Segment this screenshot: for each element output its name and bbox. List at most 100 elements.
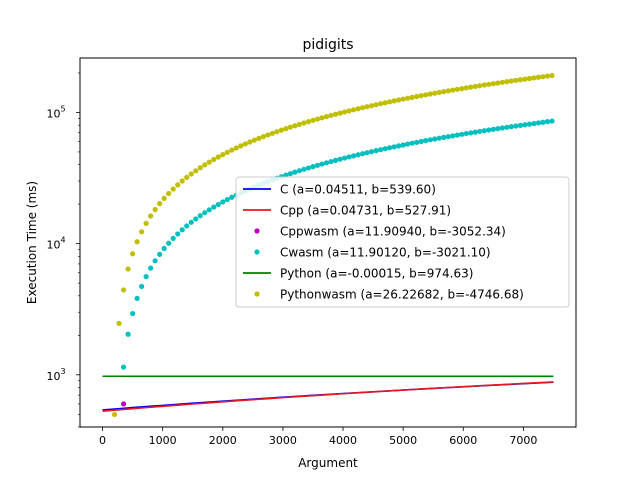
legend-swatch-point: [254, 291, 260, 297]
data-point-3-52: [355, 152, 361, 158]
data-point-2-0: [120, 401, 127, 407]
data-point-5-34: [265, 132, 271, 138]
data-point-3-37: [287, 171, 294, 177]
data-point-5-55: [359, 105, 366, 111]
data-point-5-60: [382, 100, 388, 106]
data-point-3-0: [120, 364, 127, 370]
data-point-3-16: [193, 216, 199, 222]
data-point-5-45: [314, 116, 321, 122]
data-point-5-80: [472, 83, 478, 90]
data-point-5-70: [427, 91, 433, 97]
data-point-3-49: [341, 155, 348, 161]
data-point-5-69: [423, 92, 429, 98]
data-point-5-48: [328, 112, 334, 119]
series-points-2: [120, 401, 127, 407]
data-point-3-65: [414, 139, 420, 145]
data-point-5-39: [287, 124, 294, 130]
data-point-3-50: [346, 154, 352, 160]
data-point-3-46: [328, 158, 334, 165]
data-point-3-56: [373, 148, 379, 154]
data-point-5-7: [143, 220, 149, 226]
data-point-5-47: [323, 114, 330, 120]
legend-swatch-point: [254, 228, 260, 234]
data-point-3-68: [427, 137, 433, 143]
data-point-5-40: [292, 123, 298, 129]
data-point-5-37: [278, 127, 285, 133]
data-point-3-77: [468, 130, 474, 136]
data-point-5-16: [184, 174, 190, 180]
data-point-5-46: [319, 115, 325, 121]
data-point-3-43: [314, 162, 321, 168]
data-point-3-84: [499, 125, 505, 131]
data-point-5-87: [504, 79, 510, 85]
data-point-3-6: [148, 265, 154, 271]
data-point-5-8: [148, 213, 154, 219]
data-point-3-19: [206, 207, 212, 213]
data-point-5-94: [535, 74, 542, 80]
data-point-3-14: [184, 223, 190, 229]
data-point-5-91: [522, 76, 528, 82]
series-points-5: [111, 72, 555, 418]
data-point-5-27: [233, 145, 239, 151]
data-point-5-19: [197, 165, 203, 171]
data-point-3-17: [197, 213, 203, 219]
data-point-3-36: [283, 172, 289, 178]
data-point-5-71: [432, 90, 438, 96]
data-point-5-75: [450, 87, 456, 93]
data-point-5-0: [111, 411, 118, 418]
data-point-3-44: [319, 161, 325, 167]
data-point-3-18: [202, 210, 208, 216]
y-tick-label: 105: [46, 104, 65, 120]
data-point-3-47: [332, 157, 339, 163]
data-point-3-71: [441, 134, 447, 140]
data-point-3-1: [125, 331, 131, 337]
data-point-5-76: [454, 86, 460, 92]
data-point-3-93: [540, 119, 546, 125]
data-point-5-4: [130, 251, 136, 257]
data-point-3-12: [175, 231, 181, 237]
data-point-3-45: [323, 160, 330, 166]
data-point-5-64: [400, 96, 406, 102]
data-point-5-50: [337, 110, 343, 116]
x-tick-label: 7000: [509, 434, 537, 447]
data-point-3-60: [391, 144, 397, 150]
data-point-5-15: [179, 178, 185, 184]
data-point-5-28: [238, 143, 244, 149]
data-point-3-72: [445, 134, 451, 140]
data-point-5-68: [418, 93, 424, 99]
data-point-3-53: [359, 151, 366, 157]
data-point-5-26: [229, 147, 235, 153]
x-tick-label: 3000: [269, 434, 297, 447]
data-point-5-42: [301, 120, 307, 126]
data-point-3-62: [400, 142, 406, 148]
data-point-5-65: [405, 95, 411, 101]
data-point-3-24: [229, 194, 235, 200]
data-point-5-22: [211, 156, 217, 163]
y-axis: 103 104 105: [46, 72, 80, 428]
data-point-3-76: [463, 130, 469, 137]
data-point-5-72: [436, 89, 442, 96]
data-point-5-97: [549, 72, 555, 79]
data-point-3-21: [215, 201, 221, 208]
data-point-3-85: [504, 124, 510, 130]
data-point-3-3: [134, 295, 140, 302]
data-point-5-5: [134, 239, 140, 245]
data-point-5-33: [260, 134, 266, 140]
data-point-5-9: [152, 206, 158, 213]
data-point-5-95: [540, 74, 546, 80]
y-tick-label: 104: [46, 236, 65, 252]
data-point-3-66: [418, 138, 424, 145]
y-tick-label: 103: [46, 367, 65, 383]
data-point-3-67: [423, 138, 429, 144]
data-point-5-58: [373, 102, 379, 108]
legend-entry-label: Cwasm (a=11.90120, b=-3021.10): [280, 246, 491, 260]
data-point-5-11: [161, 195, 167, 201]
legend: C (a=0.04511, b=539.60) Cpp (a=0.04731, b…: [235, 176, 570, 308]
data-point-3-55: [368, 149, 375, 155]
data-point-3-39: [296, 168, 303, 174]
data-point-5-43: [305, 119, 312, 125]
data-point-3-64: [409, 140, 415, 146]
data-point-5-1: [116, 320, 122, 326]
legend-entry-label: Cpp (a=0.04731, b=527.91): [280, 204, 451, 218]
